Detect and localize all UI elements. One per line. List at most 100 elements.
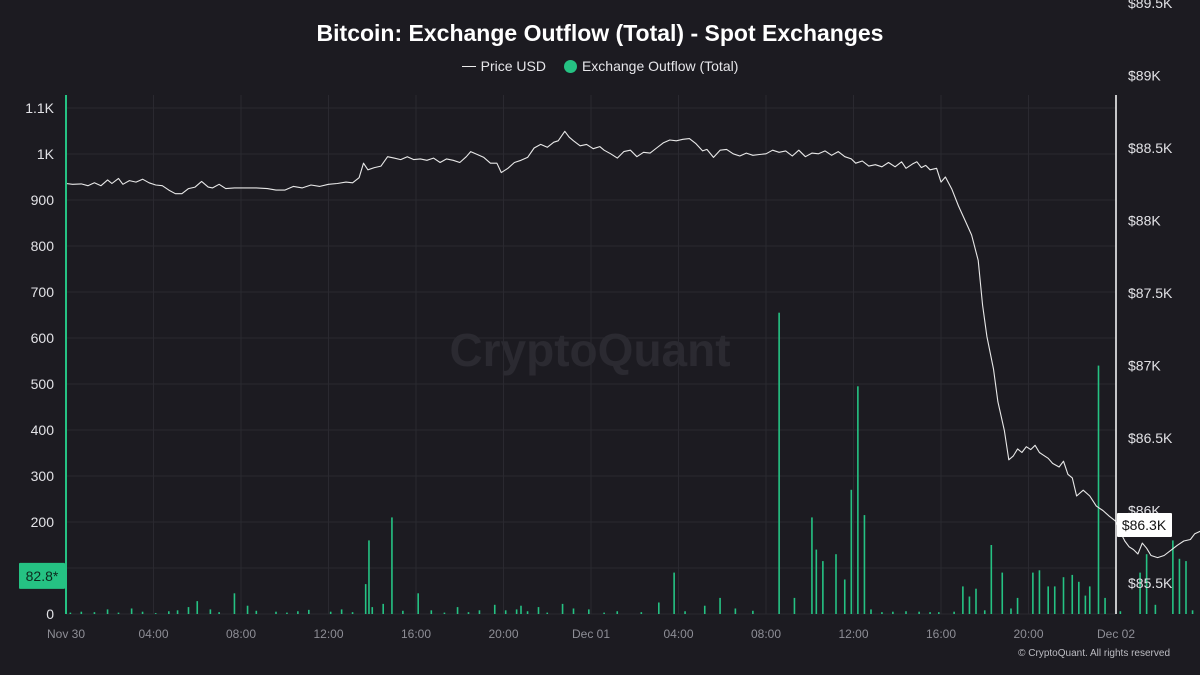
y-right-tick-label: $89.5K	[1128, 0, 1173, 11]
x-tick-label: 16:00	[926, 627, 956, 641]
outflow-bar	[1104, 597, 1106, 614]
outflow-bar	[1001, 572, 1004, 614]
copyright-footer: © CryptoQuant. All rights reserved	[1018, 648, 1170, 659]
outflow-bar	[546, 612, 549, 614]
outflow-bar	[1071, 574, 1074, 614]
outflow-bar	[196, 601, 199, 614]
outflow-bar	[364, 584, 367, 614]
outflow-bar	[1032, 572, 1034, 614]
y-left-tick-label: 200	[31, 514, 55, 530]
outflow-bar	[141, 611, 144, 614]
outflow-bar	[340, 609, 343, 614]
outflow-bar	[863, 515, 866, 614]
outflow-bar	[402, 610, 404, 614]
y-left-tick-label: 700	[31, 284, 55, 300]
outflow-bar	[793, 597, 796, 614]
outflow-bar	[478, 610, 481, 614]
outflow-bar	[990, 545, 993, 614]
legend-item-outflow[interactable]: Exchange Outflow (Total)	[563, 58, 739, 74]
outflow-bar	[526, 611, 529, 614]
outflow-bar	[835, 554, 837, 614]
x-tick-label: 20:00	[1013, 627, 1043, 641]
outflow-bar	[1172, 540, 1174, 614]
outflow-bar	[918, 611, 920, 614]
y-right-tick-label: $87.5K	[1128, 285, 1173, 301]
outflow-bar	[892, 611, 894, 614]
outflow-bar	[1010, 608, 1012, 614]
outflow-bar	[286, 612, 288, 614]
outflow-bar	[69, 612, 72, 614]
outflow-bar	[467, 612, 470, 614]
outflow-bar	[1139, 572, 1141, 614]
outflow-bar	[93, 612, 96, 614]
outflow-bar	[905, 611, 907, 614]
y-left-tick-label: 300	[31, 468, 55, 484]
outflow-bar	[246, 605, 249, 614]
outflow-bar	[603, 612, 605, 614]
outflow-bar	[953, 611, 955, 614]
outflow-bar	[1097, 365, 1100, 614]
y-left-tick-label: 0	[46, 606, 54, 622]
outflow-bar	[537, 607, 540, 614]
outflow-bar	[308, 609, 310, 614]
left-current-badge	[19, 562, 65, 589]
legend-item-price[interactable]: Price USD	[461, 58, 546, 74]
outflow-bar	[968, 596, 971, 614]
outflow-bar	[382, 603, 384, 614]
y-left-tick-label: 800	[31, 238, 55, 254]
left-current-value: 82.8*	[26, 568, 59, 584]
outflow-bar	[233, 593, 236, 614]
outflow-bar	[1053, 586, 1056, 614]
outflow-bar	[719, 597, 721, 614]
outflow-bar	[1078, 581, 1080, 614]
outflow-bar	[430, 610, 433, 614]
outflow-bar	[515, 609, 518, 614]
outflow-bar	[1047, 586, 1049, 614]
outflow-bar	[561, 603, 564, 614]
outflow-bar	[371, 607, 374, 614]
x-tick-label: 12:00	[313, 627, 343, 641]
outflow-bar	[106, 609, 109, 614]
outflow-bar	[1084, 595, 1087, 614]
price-line	[65, 130, 1200, 559]
y-right-tick-label: $87K	[1128, 358, 1161, 374]
chart-title: Bitcoin: Exchange Outflow (Total) - Spot…	[316, 20, 884, 46]
outflow-bar	[1119, 611, 1122, 614]
y-right-tick-label: $89K	[1128, 68, 1161, 84]
outflow-bar	[572, 608, 575, 614]
y-right-tick-label: $86.5K	[1128, 430, 1173, 446]
legend-label-outflow: Exchange Outflow (Total)	[581, 58, 739, 74]
outflow-bar	[130, 608, 133, 614]
outflow-bar	[1088, 586, 1091, 614]
y-left-tick-label: 900	[31, 192, 55, 208]
outflow-bar	[255, 610, 258, 614]
y-right-tick-label: $88.5K	[1128, 140, 1173, 156]
outflow-bar	[588, 609, 590, 614]
y-left-tick-label: 1K	[37, 146, 55, 162]
outflow-bar	[1154, 604, 1157, 614]
outflow-bar	[176, 610, 179, 614]
outflow-bar	[857, 386, 859, 614]
outflow-bar	[1191, 610, 1194, 614]
x-tick-label: 08:00	[226, 627, 256, 641]
outflow-bar	[209, 609, 212, 614]
outflow-bar	[493, 604, 496, 614]
outflow-bar	[187, 607, 190, 614]
x-tick-label: 08:00	[751, 627, 781, 641]
y-right-tick-label: $88K	[1128, 213, 1161, 229]
outflow-bar	[297, 611, 299, 614]
outflow-bar	[843, 579, 846, 614]
outflow-bar	[168, 611, 170, 614]
axes: 01002003004005006007008009001K1.1K$85.5K…	[19, 0, 1173, 641]
y-left-tick-label: 600	[31, 330, 55, 346]
outflow-bar	[391, 517, 393, 614]
outflow-bar	[703, 605, 706, 614]
x-tick-label: 20:00	[488, 627, 518, 641]
outflow-bar	[351, 612, 354, 614]
outflow-bar	[929, 612, 931, 614]
outflow-bar	[822, 561, 824, 614]
y-left-tick-label: 400	[31, 422, 55, 438]
outflow-bar	[154, 613, 157, 614]
legend-dot-marker	[563, 59, 577, 73]
